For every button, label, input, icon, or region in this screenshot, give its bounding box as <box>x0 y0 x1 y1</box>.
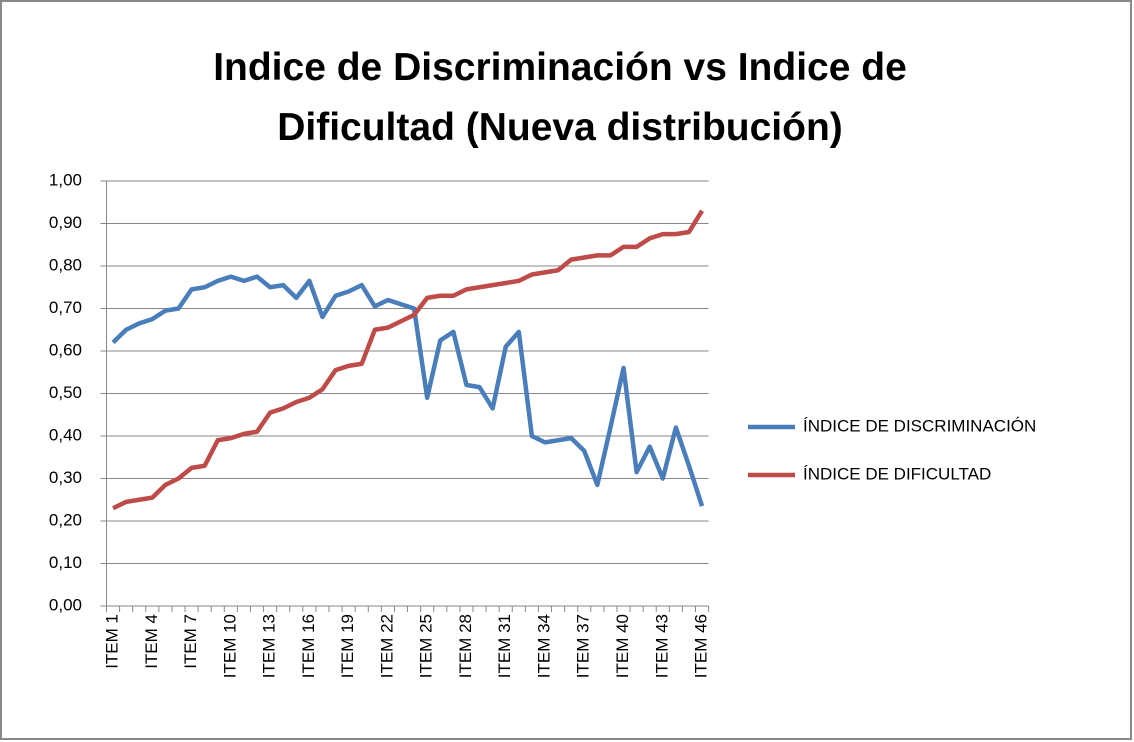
x-tick-label: ITEM 10 <box>220 614 239 678</box>
x-tick-label: ITEM 4 <box>142 614 161 669</box>
data-line <box>112 209 704 511</box>
legend-label: ÍNDICE DE DIFICULTAD <box>803 464 991 483</box>
y-tick-label: 0,80 <box>49 255 82 274</box>
y-tick-label: 1,00 <box>49 170 82 189</box>
y-tick-label: 0,10 <box>49 553 82 572</box>
x-tick-label: ITEM 7 <box>181 614 200 669</box>
x-tick-label: ITEM 19 <box>338 614 357 678</box>
legend-label: ÍNDICE DE DISCRIMINACIÓN <box>803 416 1036 435</box>
x-tick-label: ITEM 1 <box>103 614 122 669</box>
x-tick-label: ITEM 31 <box>495 614 514 678</box>
y-tick-label: 0,20 <box>49 510 82 529</box>
x-tick-label: ITEM 16 <box>299 614 318 678</box>
x-tick-label: ITEM 13 <box>260 614 279 678</box>
y-tick-label: 0,40 <box>49 425 82 444</box>
x-tick-label: ITEM 46 <box>692 614 711 678</box>
x-tick-label: ITEM 25 <box>417 614 436 678</box>
y-tick-label: 0,30 <box>49 468 82 487</box>
x-tick-label: ITEM 28 <box>456 614 475 678</box>
chart-title: Indice de Discriminación vs Indice de Di… <box>213 46 907 149</box>
x-tick-label: ITEM 22 <box>377 614 396 678</box>
y-tick-label: 0,00 <box>49 595 82 614</box>
y-tick-label: 0,50 <box>49 383 82 402</box>
y-tick-label: 0,90 <box>49 213 82 232</box>
x-tick-label: ITEM 40 <box>613 614 632 678</box>
y-tick-label: 0,60 <box>49 340 82 359</box>
data-line <box>111 274 705 507</box>
x-tick-label: ITEM 37 <box>574 614 593 678</box>
x-tick-label: ITEM 43 <box>652 614 671 678</box>
x-tick-label: ITEM 34 <box>534 614 553 678</box>
y-tick-label: 0,70 <box>49 298 82 317</box>
